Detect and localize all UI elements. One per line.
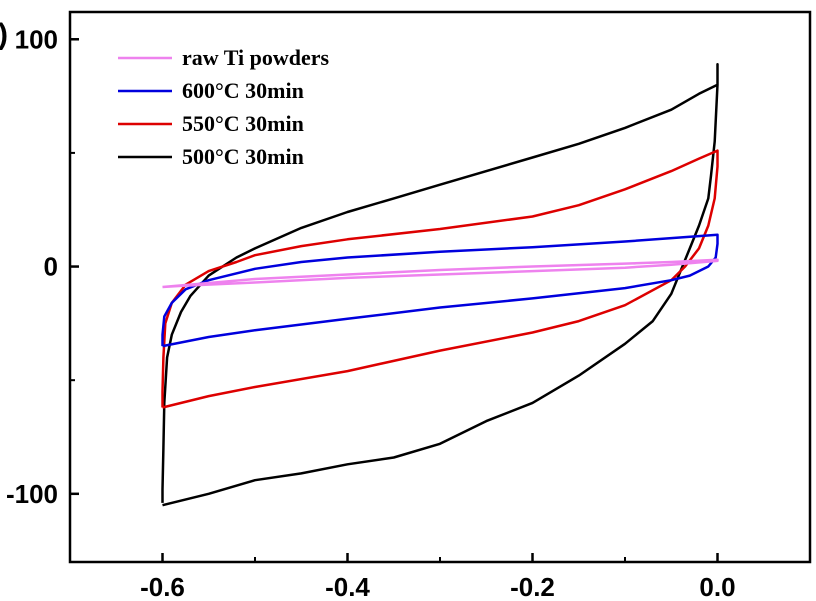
y-tick-label: 100 — [15, 24, 58, 54]
series-line — [162, 258, 719, 289]
x-tick-label: 0.0 — [699, 572, 735, 601]
y-axis: 100 0 -100 — [6, 24, 79, 509]
legend-label: raw Ti powders — [182, 45, 330, 70]
legend: raw Ti powders 600°C 30min 550°C 30min 500°… — [118, 45, 330, 169]
legend-label: 550°C 30min — [182, 111, 304, 136]
x-tick-label: -0.6 — [140, 572, 185, 601]
series-line — [161, 233, 719, 348]
panel-label: ) — [0, 18, 8, 51]
y-tick-label: 0 — [44, 252, 58, 282]
series-line — [161, 149, 719, 409]
y-tick-label: -100 — [6, 479, 58, 509]
x-axis: -0.6 -0.4 -0.2 0.0 — [69, 553, 811, 601]
legend-label: 600°C 30min — [182, 78, 304, 103]
legend-label: 500°C 30min — [182, 144, 304, 169]
x-tick-label: -0.2 — [510, 572, 555, 601]
x-tick-label: -0.4 — [325, 572, 370, 601]
series-line — [161, 63, 719, 507]
plot-lines — [161, 63, 719, 507]
